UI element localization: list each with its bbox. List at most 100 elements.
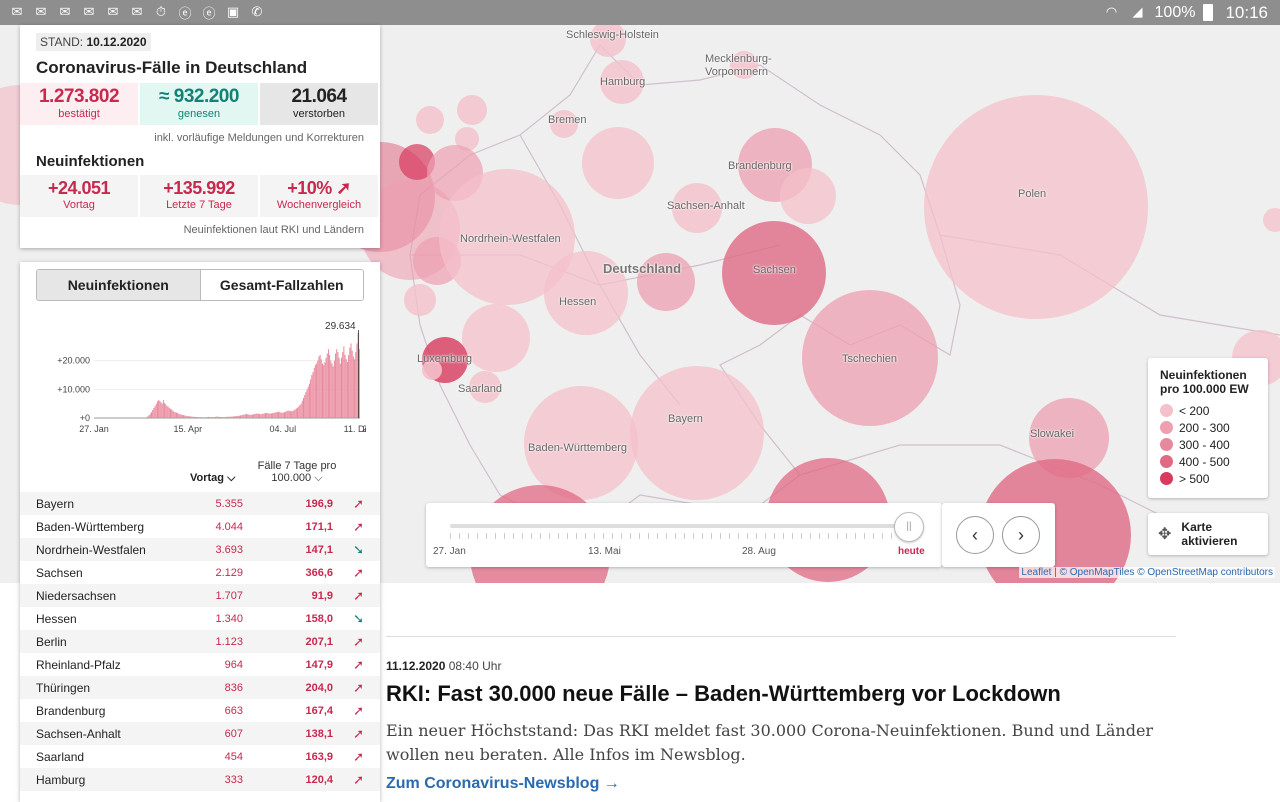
mail-notification-icon: ✉ xyxy=(8,5,26,21)
chart-bar xyxy=(246,414,247,418)
legend-label: 200 - 300 xyxy=(1179,421,1230,435)
chart-bar xyxy=(343,346,344,418)
max-value-label: 29.634 xyxy=(325,321,356,332)
tab-gesamt-fallzahlen[interactable]: Gesamt-Fallzahlen xyxy=(201,270,364,300)
chart-bar xyxy=(147,416,148,418)
osm-link[interactable]: OpenStreetMap contributors xyxy=(1147,567,1273,578)
edge-icon: ⓔ xyxy=(200,5,218,21)
map-label-hessen: Hessen xyxy=(559,296,596,308)
y-tick-label: +20.000 xyxy=(57,356,90,366)
state-name: Sachsen xyxy=(36,566,83,580)
chart-bar xyxy=(204,417,205,418)
previous-button[interactable]: ‹ xyxy=(956,516,994,554)
newsblog-link[interactable]: Zum Coronavirus-Newsblog → xyxy=(386,775,1176,793)
stand-date: STAND: 10.12.2020 xyxy=(36,33,151,51)
trend-arrow-icon: ➚ xyxy=(353,749,364,765)
chart-bar xyxy=(207,417,208,418)
legend-label: < 200 xyxy=(1179,404,1209,418)
chart-bar xyxy=(284,412,285,418)
chart-bar xyxy=(190,416,191,418)
chart-bar xyxy=(188,416,189,418)
sort-7-day-incidence[interactable]: Fälle 7 Tage pro 100.000 ⌵ xyxy=(252,460,342,484)
article-headline[interactable]: RKI: Fast 30.000 neue Fälle – Baden-Würt… xyxy=(386,681,1176,707)
state-prev-day: 663 xyxy=(225,705,243,717)
chart-bar xyxy=(158,400,159,418)
openmaptiles-link[interactable]: OpenMapTiles xyxy=(1070,567,1135,578)
chart-bar xyxy=(260,414,261,418)
mail-notification-icon: ✉ xyxy=(32,5,50,21)
chart-bar xyxy=(226,417,227,418)
chart-bar xyxy=(271,413,272,418)
chart-bar xyxy=(206,417,207,418)
chart-bar xyxy=(301,404,302,418)
chart-bar xyxy=(278,412,279,418)
chart-bar xyxy=(218,417,219,418)
activate-map-button[interactable]: ✥ Karte aktivieren xyxy=(1148,513,1268,555)
chart-bar xyxy=(228,417,229,418)
state-prev-day: 4.044 xyxy=(215,521,243,533)
map-label-slowakei: Slowakei xyxy=(1030,428,1074,440)
map-label-deutschland: Deutschland xyxy=(603,261,681,276)
state-incidence: 366,6 xyxy=(305,567,333,579)
legend-dot-icon xyxy=(1160,421,1173,434)
map-label-bayern: Bayern xyxy=(668,413,703,425)
chart-bar xyxy=(203,417,204,418)
slider-knob[interactable]: || xyxy=(894,512,924,542)
chart-bar xyxy=(177,413,178,418)
state-name: Hessen xyxy=(36,612,77,626)
chart-bar xyxy=(149,415,150,418)
chart-bar xyxy=(182,415,183,418)
battery-icon xyxy=(1203,4,1213,21)
map-label-brandenburg: Brandenburg xyxy=(728,160,792,172)
chart-bar xyxy=(258,414,259,418)
chart-bar xyxy=(305,392,306,418)
trend-arrow-icon: ➚ xyxy=(353,519,364,535)
move-icon: ✥ xyxy=(1158,524,1171,544)
slider-track[interactable] xyxy=(450,524,910,528)
chart-bar xyxy=(299,405,300,418)
chart-bar xyxy=(189,416,190,418)
chart-bar xyxy=(275,413,276,418)
chart-bar xyxy=(216,417,217,418)
tab-neuinfektionen[interactable]: Neuinfektionen xyxy=(37,270,201,300)
leaflet-link[interactable]: Leaflet xyxy=(1021,567,1051,578)
state-name: Nordrhein-Westfalen xyxy=(36,543,146,557)
chart-bar xyxy=(353,356,354,418)
trend-arrow-icon: ➚ xyxy=(353,565,364,581)
chart-bar xyxy=(291,411,292,418)
state-prev-day: 964 xyxy=(225,659,243,671)
legend-label: 300 - 400 xyxy=(1179,438,1230,452)
chart-bar xyxy=(348,355,349,418)
chart-bar xyxy=(282,413,283,418)
trend-arrow-icon: ➚ xyxy=(353,496,364,512)
chart-bar xyxy=(252,415,253,418)
chart-bar xyxy=(220,417,221,418)
next-button[interactable]: › xyxy=(1002,516,1040,554)
state-name: Rheinland-Pfalz xyxy=(36,658,121,672)
chart-bar xyxy=(221,417,222,418)
source-note: Neuinfektionen laut RKI und Ländern xyxy=(184,224,364,236)
chart-bar xyxy=(292,411,293,418)
chart-bar xyxy=(232,417,233,418)
state-name: Hamburg xyxy=(36,773,85,787)
chart-bar xyxy=(313,372,314,418)
chevron-right-icon: › xyxy=(1018,525,1024,546)
chart-bar xyxy=(304,395,305,418)
trend-arrow-icon: ➚ xyxy=(353,634,364,650)
state-incidence: 147,1 xyxy=(305,544,333,556)
sort-prev-day[interactable]: Vortag ⌵ xyxy=(190,472,235,485)
chart-bar xyxy=(335,354,336,419)
chart-bar xyxy=(178,414,179,418)
chart-bar xyxy=(251,415,252,418)
state-prev-day: 3.693 xyxy=(215,544,243,556)
chart-bar xyxy=(254,414,255,418)
chart-bar xyxy=(302,401,303,418)
chart-bar xyxy=(334,361,335,418)
chart-bar xyxy=(320,355,321,418)
state-incidence: 91,9 xyxy=(312,590,333,602)
status-bar: ✉ ✉ ✉ ✉ ✉ ✉ ⏱ ⓔ ⓔ ▣ ✆ ◠ ◢ 100% 10:16 xyxy=(0,0,1280,25)
